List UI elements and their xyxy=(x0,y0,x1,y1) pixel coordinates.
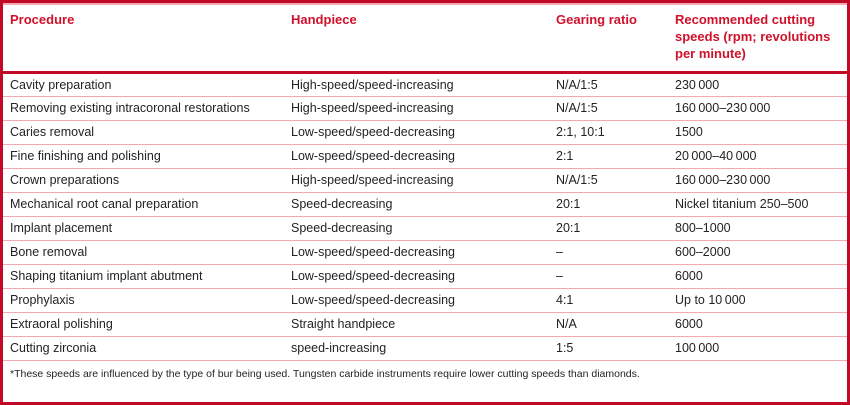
cell-procedure: Bone removal xyxy=(3,240,284,265)
table-row: Caries removal Low-speed/speed-decreasing… xyxy=(3,120,847,145)
table-row: Mechanical root canal preparation Speed-d… xyxy=(3,192,847,217)
cell-gearing-ratio: 2:1, 10:1 xyxy=(549,120,668,145)
cell-handpiece: Speed-decreasing xyxy=(284,216,549,241)
cell-procedure: Implant placement xyxy=(3,216,284,241)
cell-procedure: Extraoral polishing xyxy=(3,312,284,337)
cell-handpiece: Speed-decreasing xyxy=(284,192,549,217)
data-table: Procedure Handpiece Gearing ratio Recomm… xyxy=(3,3,847,361)
table-row: Prophylaxis Low-speed/speed-decreasing 4:1… xyxy=(3,288,847,313)
cell-cutting-speed: 160 000–230 000 xyxy=(668,168,847,193)
column-header-procedure: Procedure xyxy=(3,3,284,74)
cell-procedure: Prophylaxis xyxy=(3,288,284,313)
cell-procedure: Cavity preparation xyxy=(3,72,284,97)
table-row: Cutting zirconia speed-increasing 1:5 100 0… xyxy=(3,336,847,361)
cell-gearing-ratio: N/A/1:5 xyxy=(549,72,668,97)
cell-procedure: Fine finishing and polishing xyxy=(3,144,284,169)
cell-gearing-ratio: N/A/1:5 xyxy=(549,168,668,193)
table-row: Extraoral polishing Straight handpiece N/A… xyxy=(3,312,847,337)
cell-cutting-speed: 600–2000 xyxy=(668,240,847,265)
cell-gearing-ratio: 20:1 xyxy=(549,216,668,241)
cell-cutting-speed: 800–1000 xyxy=(668,216,847,241)
table-row: Crown preparations High-speed/speed-incre… xyxy=(3,168,847,193)
cell-procedure: Removing existing intracoronal restorati… xyxy=(3,96,284,121)
cell-gearing-ratio: – xyxy=(549,264,668,289)
table-row: Fine finishing and polishing Low-speed/sp… xyxy=(3,144,847,169)
table-row: Removing existing intracoronal restorati… xyxy=(3,96,847,121)
cell-procedure: Cutting zirconia xyxy=(3,336,284,361)
cell-gearing-ratio: N/A/1:5 xyxy=(549,96,668,121)
cell-cutting-speed: 230 000 xyxy=(668,72,847,97)
cell-cutting-speed: 6000 xyxy=(668,312,847,337)
cell-handpiece: Low-speed/speed-decreasing xyxy=(284,120,549,145)
cell-cutting-speed: Nickel titanium 250–500 xyxy=(668,192,847,217)
cell-gearing-ratio: N/A xyxy=(549,312,668,337)
table-header: Procedure Handpiece Gearing ratio Recomm… xyxy=(3,3,847,74)
column-header-handpiece: Handpiece xyxy=(284,3,549,74)
cell-handpiece: Low-speed/speed-decreasing xyxy=(284,264,549,289)
cell-cutting-speed: Up to 10 000 xyxy=(668,288,847,313)
table-row: Shaping titanium implant abutment Low-spe… xyxy=(3,264,847,289)
cell-handpiece: Low-speed/speed-decreasing xyxy=(284,288,549,313)
cell-gearing-ratio: 2:1 xyxy=(549,144,668,169)
cell-handpiece: High-speed/speed-increasing xyxy=(284,168,549,193)
cell-handpiece: Straight handpiece xyxy=(284,312,549,337)
cell-cutting-speed: 20 000–40 000 xyxy=(668,144,847,169)
cell-gearing-ratio: 4:1 xyxy=(549,288,668,313)
table-footnote: *These speeds are influenced by the type… xyxy=(10,367,640,380)
column-header-cutting-speed: Recommended cutting speeds (rpm; revolut… xyxy=(668,3,847,74)
cell-gearing-ratio: 1:5 xyxy=(549,336,668,361)
cell-handpiece: Low-speed/speed-decreasing xyxy=(284,240,549,265)
table-row: Implant placement Speed-decreasing 20:1 800… xyxy=(3,216,847,241)
cell-procedure: Shaping titanium implant abutment xyxy=(3,264,284,289)
table-body: Cavity preparation High-speed/speed-incre… xyxy=(3,72,847,361)
cell-procedure: Mechanical root canal preparation xyxy=(3,192,284,217)
cell-cutting-speed: 1500 xyxy=(668,120,847,145)
cell-cutting-speed: 6000 xyxy=(668,264,847,289)
table-row: Cavity preparation High-speed/speed-incre… xyxy=(3,72,847,97)
cell-handpiece: Low-speed/speed-decreasing xyxy=(284,144,549,169)
table-row: Bone removal Low-speed/speed-decreasing –6… xyxy=(3,240,847,265)
header-row: Procedure Handpiece Gearing ratio Recomm… xyxy=(3,3,847,74)
cell-cutting-speed: 160 000–230 000 xyxy=(668,96,847,121)
column-header-gearing-ratio: Gearing ratio xyxy=(549,3,668,74)
cell-gearing-ratio: 20:1 xyxy=(549,192,668,217)
cell-procedure: Caries removal xyxy=(3,120,284,145)
cell-procedure: Crown preparations xyxy=(3,168,284,193)
cell-gearing-ratio: – xyxy=(549,240,668,265)
cell-cutting-speed: 100 000 xyxy=(668,336,847,361)
cell-handpiece: High-speed/speed-increasing xyxy=(284,72,549,97)
cell-handpiece: High-speed/speed-increasing xyxy=(284,96,549,121)
cell-handpiece: speed-increasing xyxy=(284,336,549,361)
